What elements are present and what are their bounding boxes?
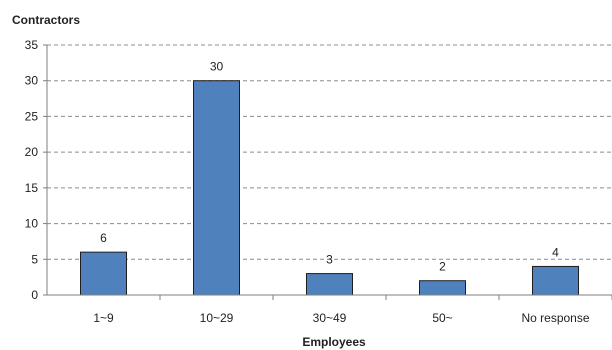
bar [419,280,466,296]
x-tick-label: 50~ [432,311,452,325]
x-tick-label: No response [521,311,589,325]
y-tick-label: 5 [31,252,38,266]
x-axis-ticks: 1~9 10~29 30~49 50~ No response [93,295,612,325]
y-tick-label: 0 [31,288,38,302]
gridlines [47,44,612,260]
y-tick-label: 30 [25,74,39,88]
x-tick-label: 1~9 [93,311,114,325]
y-tick-label: 15 [25,181,39,195]
bars [80,80,579,296]
y-tick-label: 25 [25,109,39,123]
data-label: 3 [326,253,333,267]
data-labels: 6 30 3 2 4 [100,60,559,274]
data-label: 2 [439,260,446,274]
y-tick-label: 35 [25,38,39,52]
bar [193,80,240,296]
y-tick-label: 10 [25,217,39,231]
x-axis-title: Employees [302,335,366,349]
x-tick-label: 10~29 [200,311,234,325]
data-label: 6 [100,231,107,245]
bar [306,273,353,296]
bar [80,251,127,296]
data-label: 30 [210,60,224,74]
data-label: 4 [552,245,559,259]
bar [532,265,579,296]
y-axis-ticks: 0 5 10 15 20 25 30 35 [25,38,47,302]
x-tick-label: 30~49 [313,311,347,325]
y-axis-title: Contractors [12,13,80,27]
y-tick-label: 20 [25,145,39,159]
